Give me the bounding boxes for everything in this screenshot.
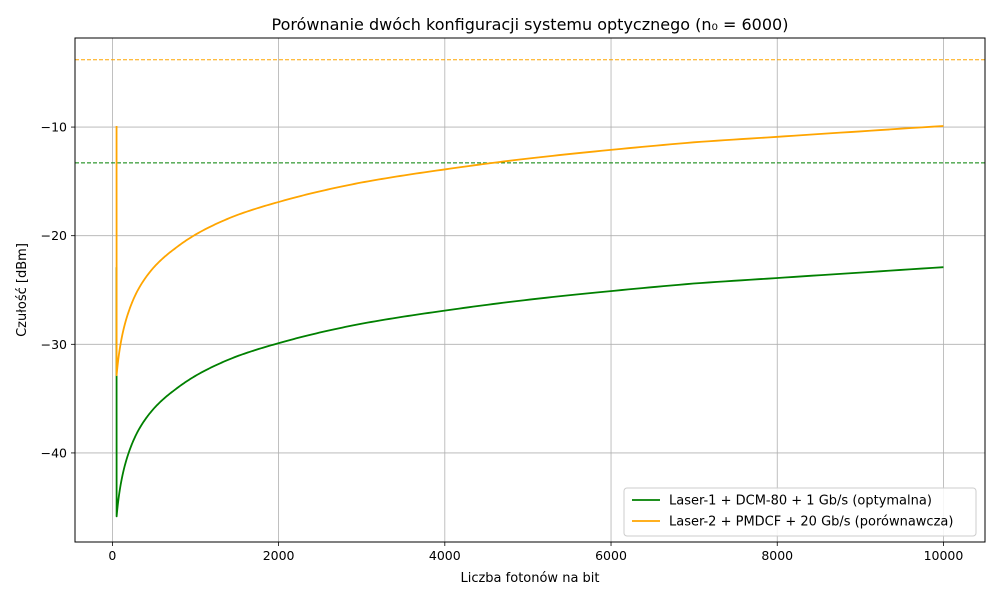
chart-title: Porównanie dwóch konfiguracji systemu op… bbox=[272, 15, 789, 34]
x-tick-label: 6000 bbox=[595, 548, 627, 563]
tick-layer: 0 2000 4000 6000 8000 10000 −10 −20 −30 −40 bbox=[41, 120, 964, 563]
legend-label-series-2: Laser-2 + PMDCF + 20 Gb/s (porównawcza) bbox=[669, 515, 953, 530]
x-axis-label: Liczba fotonów na bit bbox=[460, 571, 599, 586]
series-line-2 bbox=[115, 125, 944, 377]
grid-layer bbox=[75, 38, 985, 542]
legend-label-series-1: Laser-1 + DCM-80 + 1 Gb/s (optymalna) bbox=[669, 494, 932, 509]
reference-lines bbox=[75, 59, 985, 164]
x-tick-label: 4000 bbox=[429, 548, 461, 563]
series-layer bbox=[115, 125, 944, 518]
y-tick-label: −20 bbox=[41, 228, 67, 243]
legend: Laser-1 + DCM-80 + 1 Gb/s (optymalna) La… bbox=[623, 487, 977, 537]
y-tick-label: −40 bbox=[41, 445, 67, 460]
plot-frame bbox=[74, 37, 986, 543]
x-tick-label: 0 bbox=[108, 548, 116, 563]
x-tick-label: 10000 bbox=[924, 548, 964, 563]
legend-box bbox=[623, 487, 977, 537]
y-tick-label: −30 bbox=[41, 337, 67, 352]
x-tick-label: 8000 bbox=[761, 548, 793, 563]
x-tick-label: 2000 bbox=[263, 548, 295, 563]
y-axis-label: Czułość [dBm] bbox=[15, 243, 30, 337]
y-tick-label: −10 bbox=[41, 120, 67, 135]
series-line-1 bbox=[115, 266, 944, 518]
